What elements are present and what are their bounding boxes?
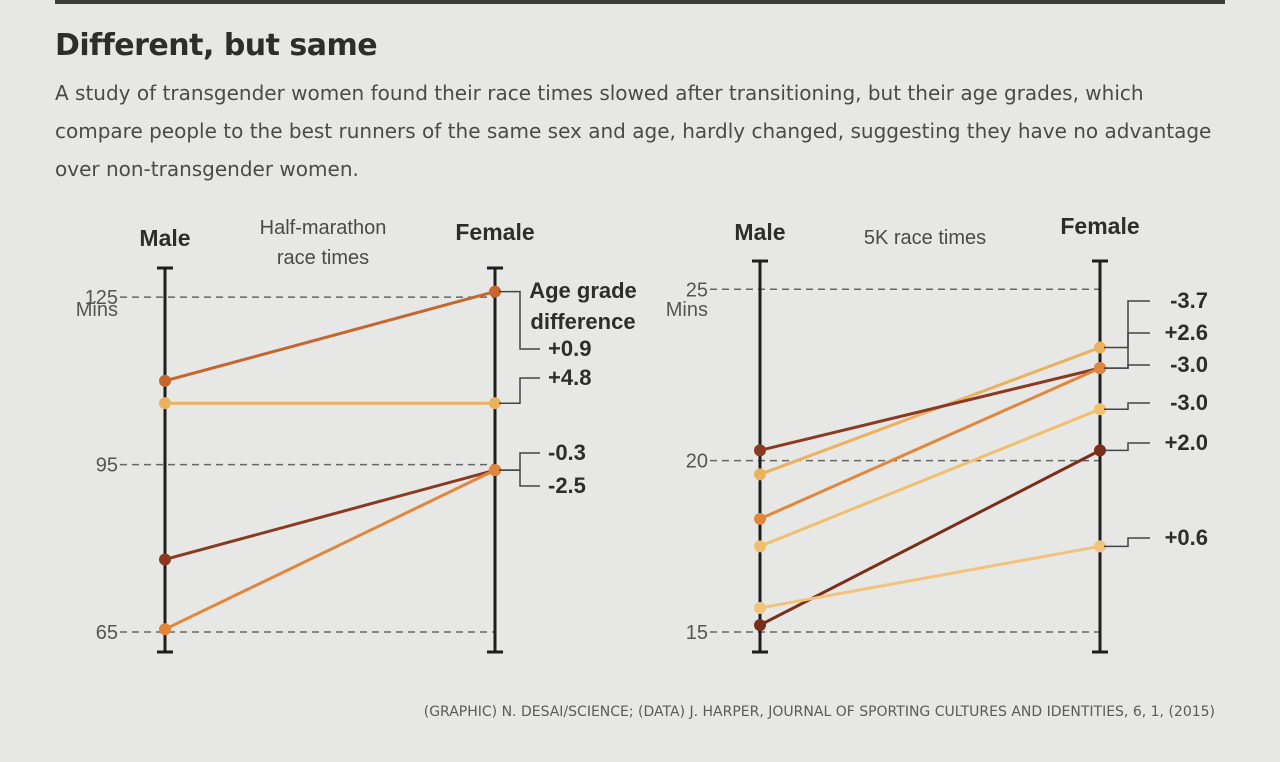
age-grade-label: -3.7 xyxy=(1170,288,1208,313)
age-grade-label: +2.6 xyxy=(1165,320,1208,345)
male-point xyxy=(754,512,766,525)
male-point xyxy=(754,444,766,457)
label-leader xyxy=(1104,300,1150,349)
male-point xyxy=(754,619,766,632)
label-leader xyxy=(1104,537,1150,548)
category-female: Female xyxy=(1060,213,1139,239)
male-point xyxy=(159,374,171,387)
y-tick-label: 25 xyxy=(686,279,708,301)
age-grade-label: -3.0 xyxy=(1170,352,1208,377)
y-tick-label: 65 xyxy=(96,622,118,644)
credit-line: (GRAPHIC) N. DESAI/SCIENCE; (DATA) J. HA… xyxy=(423,704,1215,720)
y-unit-label: Mins xyxy=(666,299,708,321)
chart-title: Different, but same xyxy=(55,28,378,63)
y-tick-label: 15 xyxy=(686,622,708,644)
male-point xyxy=(159,553,171,566)
category-male: Male xyxy=(139,225,190,251)
male-point xyxy=(159,623,171,636)
legend-title-line2: difference xyxy=(530,309,635,334)
age-grade-label: -3.0 xyxy=(1170,390,1208,415)
series-line xyxy=(759,544,1101,610)
female-point xyxy=(489,285,501,298)
label-leader xyxy=(1104,332,1150,369)
series-line xyxy=(164,290,496,383)
legend-title-line1: Age grade xyxy=(529,278,637,303)
label-leader xyxy=(499,469,540,487)
series-line xyxy=(164,468,496,561)
series-line xyxy=(759,449,1101,627)
female-point xyxy=(1094,341,1106,354)
male-point xyxy=(754,468,766,481)
panel-title-line1: Half-marathon xyxy=(260,217,387,239)
age-grade-label: -0.3 xyxy=(548,440,586,465)
series-line xyxy=(759,346,1101,476)
label-leader xyxy=(1104,364,1150,369)
panel-title-line2: race times xyxy=(277,247,369,269)
panel-title: 5K race times xyxy=(864,227,986,249)
male-point xyxy=(754,602,766,615)
female-point xyxy=(1094,403,1106,416)
series-line xyxy=(759,407,1101,548)
age-grade-label: +2.0 xyxy=(1165,430,1208,455)
series-line xyxy=(759,366,1101,521)
label-leader xyxy=(499,452,540,471)
age-grade-label: +0.6 xyxy=(1165,525,1208,550)
age-grade-label: +0.9 xyxy=(548,336,591,361)
label-leader xyxy=(499,290,540,350)
series-line xyxy=(164,468,496,631)
y-tick-label: 95 xyxy=(96,455,118,477)
male-point xyxy=(754,540,766,553)
slope-charts: 125 95 65 Mins Male Female Half-marathon race t… xyxy=(76,213,1208,654)
y-tick-label: 20 xyxy=(686,451,708,473)
series-line xyxy=(759,366,1101,452)
label-leader xyxy=(499,377,540,404)
category-male: Male xyxy=(734,219,785,245)
category-female: Female xyxy=(455,219,534,245)
male-point xyxy=(159,397,171,410)
age-grade-label: +4.8 xyxy=(548,365,591,390)
label-leader xyxy=(1104,402,1150,410)
y-unit-label: Mins xyxy=(76,299,118,321)
label-leader xyxy=(1104,442,1150,452)
chart-subtitle: A study of transgender women found their… xyxy=(55,81,1212,181)
female-point xyxy=(1094,444,1106,457)
y-tick-label: 125 xyxy=(85,287,118,309)
female-point xyxy=(489,397,501,410)
age-grade-label: -2.5 xyxy=(548,473,586,498)
female-point xyxy=(1094,362,1106,375)
top-rule xyxy=(55,0,1225,4)
female-point xyxy=(1094,540,1106,553)
female-point xyxy=(489,464,501,477)
